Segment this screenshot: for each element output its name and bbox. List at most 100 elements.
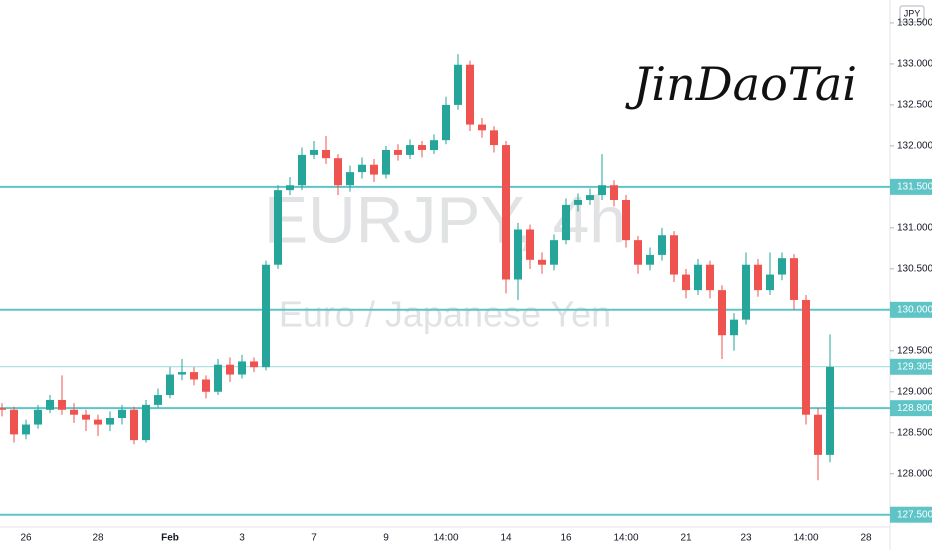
- y-tick-label: 129.000: [897, 386, 932, 397]
- candle-body: [106, 417, 114, 425]
- candle-body: [778, 258, 786, 275]
- candle-body: [0, 408, 6, 410]
- candle-body: [574, 199, 582, 205]
- candle-body: [538, 259, 546, 265]
- candle-body: [814, 414, 822, 455]
- level-box: [890, 178, 932, 195]
- last-price-box: [890, 358, 932, 375]
- x-tick-label: 28: [860, 533, 872, 544]
- candle-body: [202, 379, 210, 392]
- y-tick-label: 132.500: [897, 100, 932, 111]
- y-tick-label: 130.500: [897, 263, 932, 274]
- x-tick-label: 14:00: [613, 533, 638, 544]
- y-tick-label: 129.500: [897, 345, 932, 356]
- y-tick-label: 133.500: [897, 18, 932, 29]
- candle-body: [130, 409, 138, 441]
- candle-body: [550, 240, 558, 265]
- candle-body: [262, 264, 270, 368]
- candle-body: [142, 404, 150, 441]
- candle-body: [754, 264, 762, 291]
- x-tick-label: 14:00: [433, 533, 458, 544]
- candle-body: [586, 195, 594, 200]
- last-price-label: 129.305: [897, 361, 932, 372]
- candle-body: [250, 361, 258, 368]
- candle-body: [214, 364, 222, 392]
- candle-body: [70, 409, 78, 415]
- x-tick-label: 21: [680, 533, 692, 544]
- candle-body: [154, 395, 162, 405]
- candle-body: [406, 145, 414, 155]
- candle-body: [238, 361, 246, 375]
- candle-body: [706, 264, 714, 291]
- candle-body: [646, 254, 654, 265]
- candle-body: [10, 409, 18, 435]
- candle-body: [346, 172, 354, 186]
- candle-body: [118, 409, 126, 418]
- x-tick-label: 7: [311, 533, 317, 544]
- candle-body: [730, 319, 738, 336]
- level-label: 130.000: [897, 304, 932, 315]
- candle-body: [334, 158, 342, 186]
- x-tick-label: 14: [500, 533, 512, 544]
- candle-body: [634, 240, 642, 265]
- x-tick-label: Feb: [161, 533, 179, 544]
- x-tick-label: 23: [740, 533, 752, 544]
- x-tick-label: 28: [92, 533, 104, 544]
- watermark-subtitle: Euro / Japanese Yen: [279, 294, 611, 335]
- candle-body: [22, 424, 30, 435]
- candle-body: [178, 372, 186, 375]
- candle-body: [382, 149, 390, 175]
- candle-body: [466, 64, 474, 125]
- candle-body: [790, 258, 798, 300]
- signature: JinDaoTai: [625, 57, 857, 111]
- candle-body: [682, 274, 690, 291]
- candle-body: [286, 185, 294, 191]
- currency-box: [899, 5, 925, 23]
- y-tick-label: 133.000: [897, 59, 932, 70]
- candle-body: [394, 149, 402, 155]
- candle-body: [526, 229, 534, 260]
- candle-body: [82, 414, 90, 420]
- x-tick-label: 26: [20, 533, 32, 544]
- candle-body: [478, 124, 486, 131]
- candle-body: [802, 299, 810, 415]
- currency-label: JPY: [904, 8, 921, 18]
- level-label: 127.500: [897, 509, 932, 520]
- candle-body: [34, 409, 42, 425]
- candle-body: [658, 235, 666, 255]
- y-tick-label: 128.000: [897, 468, 932, 479]
- candle-body: [442, 104, 450, 141]
- candle-body: [766, 274, 774, 291]
- candle-body: [622, 199, 630, 241]
- candle-body: [58, 399, 66, 410]
- candle-body: [370, 164, 378, 175]
- candle-body: [826, 366, 834, 455]
- candle-body: [670, 235, 678, 275]
- candle-body: [418, 145, 426, 150]
- candle-body: [490, 130, 498, 146]
- candle-body: [274, 190, 282, 265]
- candle-body: [598, 185, 606, 196]
- x-tick-label: 16: [560, 533, 572, 544]
- level-box: [890, 506, 932, 523]
- level-label: 131.500: [897, 182, 932, 193]
- candle-body: [694, 264, 702, 291]
- x-tick-label: 14:00: [793, 533, 818, 544]
- level-box: [890, 301, 932, 318]
- candle-body: [718, 290, 726, 336]
- x-tick-label: 9: [383, 533, 389, 544]
- candle-body: [94, 419, 102, 425]
- y-tick-label: 131.000: [897, 222, 932, 233]
- candle-body: [322, 149, 330, 159]
- candle-body: [190, 372, 198, 380]
- candle-body: [310, 149, 318, 155]
- candle-body: [454, 64, 462, 105]
- level-box: [890, 400, 932, 417]
- candle-body: [514, 229, 522, 280]
- candle-body: [502, 145, 510, 280]
- y-tick-label: 128.500: [897, 427, 932, 438]
- candle-body: [358, 164, 366, 173]
- candle-body: [298, 154, 306, 186]
- candle-body: [166, 374, 174, 396]
